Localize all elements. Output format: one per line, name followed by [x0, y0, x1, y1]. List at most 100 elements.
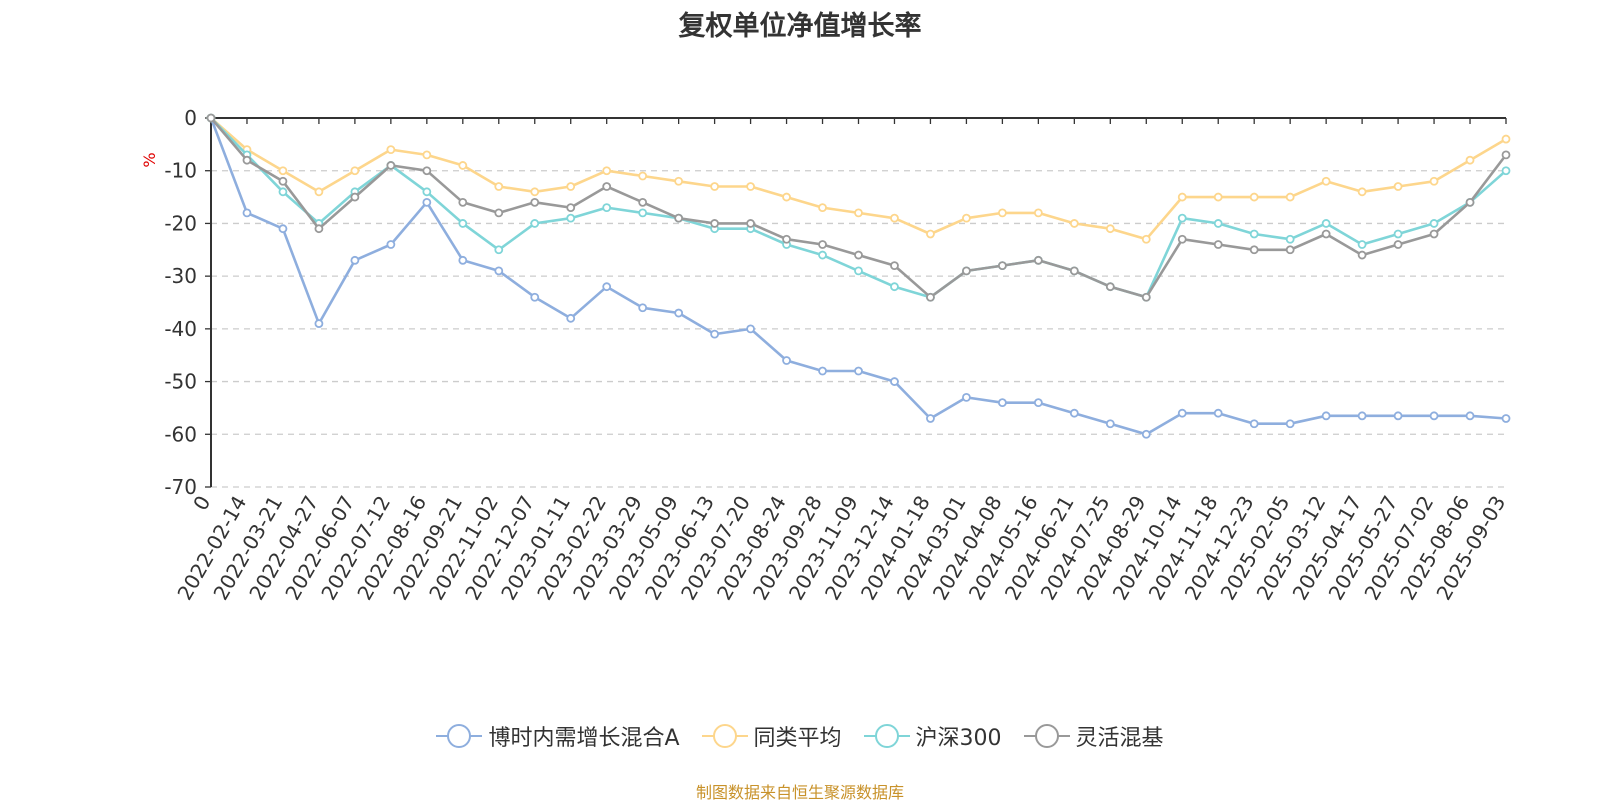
- legend-label: 同类平均: [753, 726, 842, 751]
- data-point: [1033, 398, 1043, 408]
- data-point: [494, 182, 504, 191]
- data-point: [1357, 411, 1367, 421]
- data-point: [1429, 176, 1439, 186]
- data-point: [350, 166, 360, 176]
- data-point: [638, 171, 648, 181]
- data-point: [386, 161, 396, 170]
- data-point: [1501, 414, 1511, 423]
- data-point: [278, 176, 288, 186]
- data-point: [1357, 240, 1367, 249]
- series-line: [210, 117, 1507, 241]
- data-point: [1213, 408, 1223, 418]
- y-tick-label: -10: [164, 159, 197, 183]
- x-tick-label: 0: [188, 492, 215, 515]
- data-point: [674, 308, 684, 318]
- data-point: [1501, 166, 1511, 176]
- data-point: [1393, 240, 1403, 249]
- data-point: [962, 213, 971, 223]
- data-point: [494, 208, 504, 218]
- data-point: [1033, 208, 1043, 218]
- data-point: [890, 377, 899, 386]
- data-point: [1141, 429, 1151, 439]
- data-point: [710, 329, 720, 339]
- data-point: [1501, 150, 1511, 160]
- data-point: [674, 213, 684, 223]
- data-point: [1105, 419, 1115, 429]
- data-point: [782, 356, 791, 365]
- data-point: [782, 234, 791, 244]
- data-point: [602, 282, 612, 292]
- legend: 博时内需增长混合A 同类平均 沪深300 灵活混基: [0, 720, 1600, 752]
- data-point: [206, 113, 216, 123]
- data-point: [1321, 219, 1331, 228]
- data-point: [997, 208, 1007, 218]
- data-point: [1465, 197, 1475, 207]
- data-point: [422, 166, 432, 176]
- data-point: [854, 366, 863, 376]
- data-point: [1285, 419, 1295, 429]
- data-point: [494, 266, 504, 276]
- data-point: [818, 240, 827, 249]
- y-tick-label: -20: [164, 211, 197, 235]
- data-point: [1141, 292, 1151, 302]
- series-1: [206, 113, 1511, 439]
- data-point: [1249, 229, 1259, 239]
- data-point: [997, 261, 1007, 271]
- y-tick-label: 0: [184, 106, 197, 130]
- data-point: [1033, 255, 1043, 265]
- data-point: [386, 145, 396, 155]
- legend-label: 博时内需增长混合A: [488, 726, 680, 751]
- data-point: [1429, 219, 1439, 228]
- data-point: [1105, 282, 1115, 292]
- axis-layer: 0-10-20-30-40-50-60-70%02022-02-142022-0…: [140, 106, 1510, 604]
- data-point: [1249, 245, 1259, 255]
- data-point: [1501, 134, 1511, 144]
- data-point: [422, 150, 432, 160]
- data-point: [997, 398, 1007, 408]
- data-point: [1213, 192, 1223, 202]
- data-point: [458, 161, 468, 170]
- data-point: [350, 192, 360, 202]
- data-point: [1393, 182, 1403, 191]
- legend-item[interactable]: 同类平均: [701, 720, 842, 752]
- series-4: [206, 113, 1511, 302]
- data-point: [1177, 408, 1187, 418]
- data-point: [1393, 411, 1403, 421]
- data-point: [746, 324, 755, 334]
- y-tick-label: -40: [164, 317, 197, 341]
- data-point: [1177, 213, 1187, 223]
- data-point: [782, 192, 791, 202]
- data-point: [926, 292, 935, 302]
- data-point: [674, 176, 684, 186]
- legend-swatch: [863, 724, 910, 748]
- y-tick-label: -50: [164, 370, 197, 394]
- legend-item[interactable]: 沪深300: [863, 720, 1002, 752]
- data-point: [926, 414, 935, 423]
- data-point: [1285, 192, 1295, 202]
- data-point: [566, 182, 576, 191]
- data-point: [962, 392, 971, 402]
- data-point: [386, 240, 396, 249]
- series-3: [206, 113, 1511, 302]
- data-point: [1429, 229, 1439, 239]
- data-point: [962, 266, 971, 276]
- legend-swatch: [436, 724, 483, 748]
- data-point: [638, 208, 648, 218]
- legend-swatch: [701, 724, 748, 748]
- legend-item[interactable]: 灵活混基: [1023, 720, 1164, 752]
- data-point: [278, 187, 288, 197]
- data-point: [1141, 234, 1151, 244]
- data-point: [494, 245, 504, 255]
- data-point: [1069, 266, 1079, 276]
- data-point: [710, 219, 720, 228]
- data-point: [530, 197, 540, 207]
- data-point: [1465, 155, 1475, 165]
- legend-item[interactable]: 博时内需增长混合A: [436, 720, 680, 752]
- data-point: [530, 292, 540, 302]
- data-point: [1285, 245, 1295, 255]
- data-point: [638, 303, 648, 313]
- data-point: [458, 197, 468, 207]
- data-point: [1213, 240, 1223, 249]
- data-point: [1429, 411, 1439, 421]
